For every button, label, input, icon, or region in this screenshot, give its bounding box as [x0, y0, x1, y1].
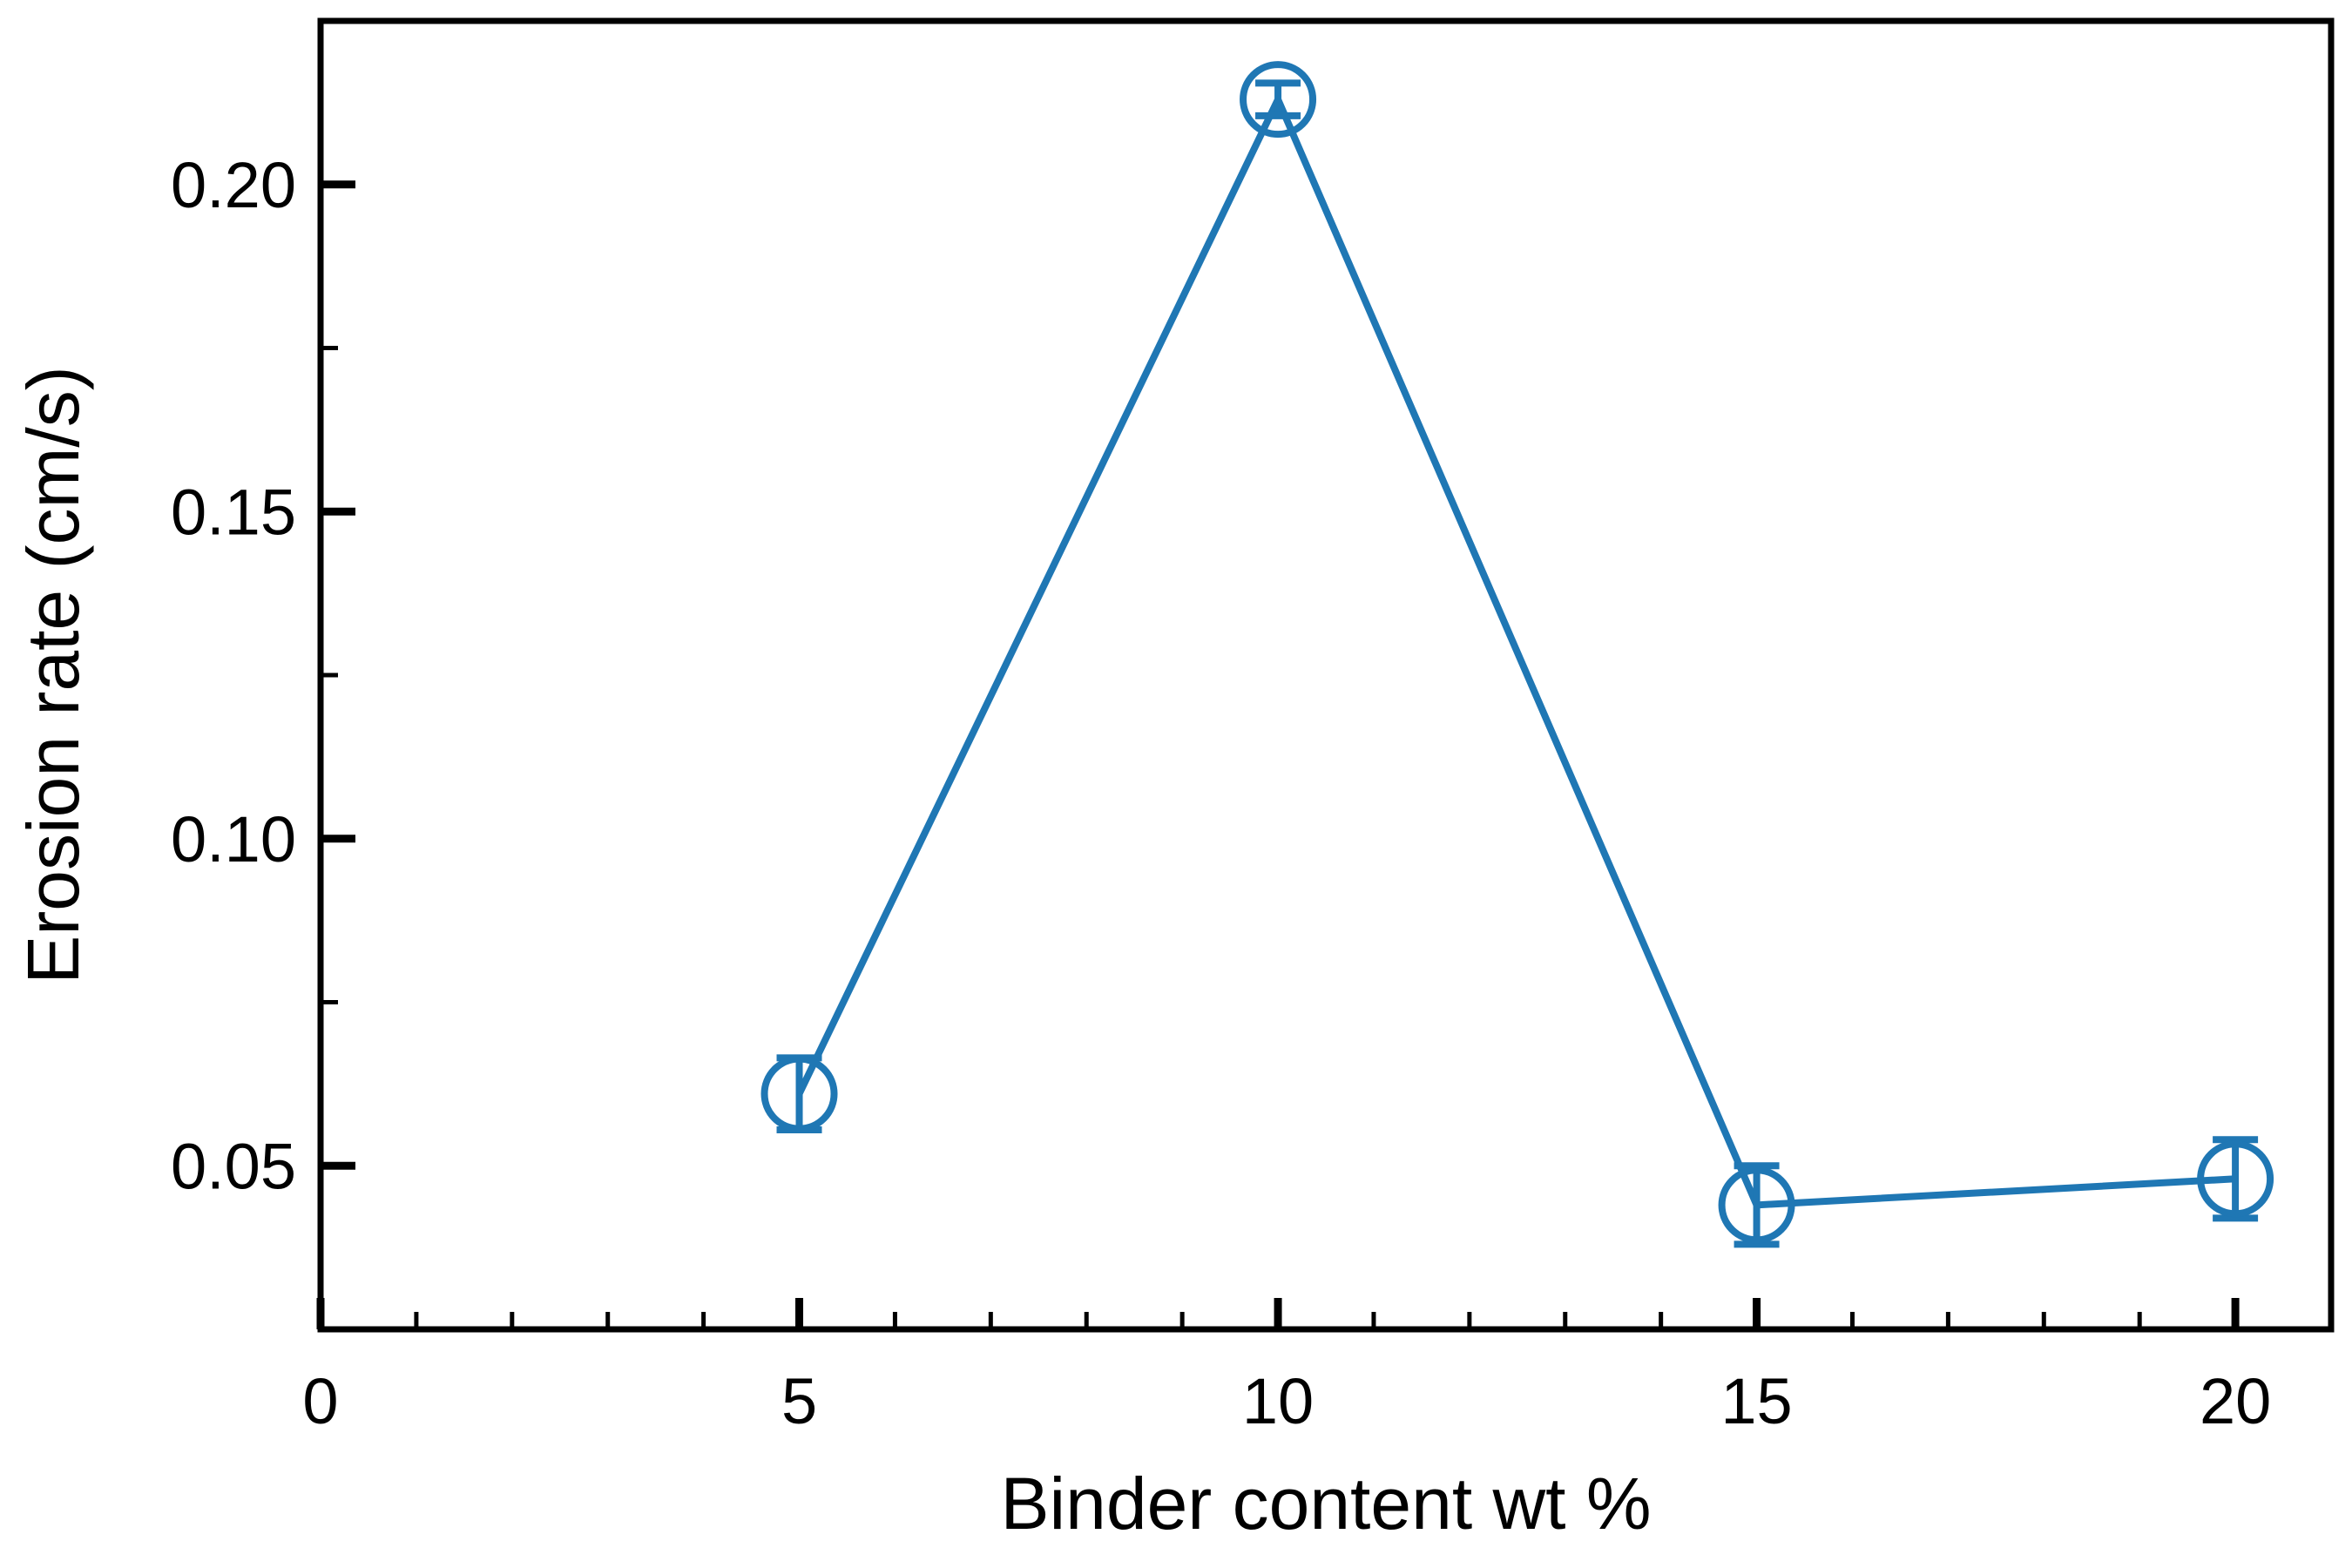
y-tick-label: 0.20 [171, 149, 296, 221]
x-tick-label: 10 [1242, 1365, 1314, 1437]
data-series [760, 61, 2274, 1248]
y-tick-label: 0.05 [171, 1130, 296, 1202]
x-tick-label: 20 [2200, 1365, 2271, 1437]
tick-labels: 0 5 10 15 20 0.05 0.10 0.15 0.20 [171, 149, 2271, 1437]
y-axis-label: Erosion rate (cm/s) [12, 366, 94, 984]
x-tick-label: 15 [1720, 1365, 1792, 1437]
plot-frame [317, 17, 2335, 1333]
y-tick-label: 0.15 [171, 476, 296, 548]
data-point [1718, 1166, 1795, 1244]
x-tick-label: 0 [302, 1365, 338, 1437]
y-tick-label: 0.10 [171, 803, 296, 875]
data-point [1240, 61, 1317, 139]
data-point [760, 1055, 838, 1132]
x-tick-label: 5 [781, 1365, 817, 1437]
series-line [795, 91, 2236, 1209]
x-axis-label: Binder content wt % [1000, 1463, 1651, 1544]
data-point [2197, 1140, 2274, 1218]
